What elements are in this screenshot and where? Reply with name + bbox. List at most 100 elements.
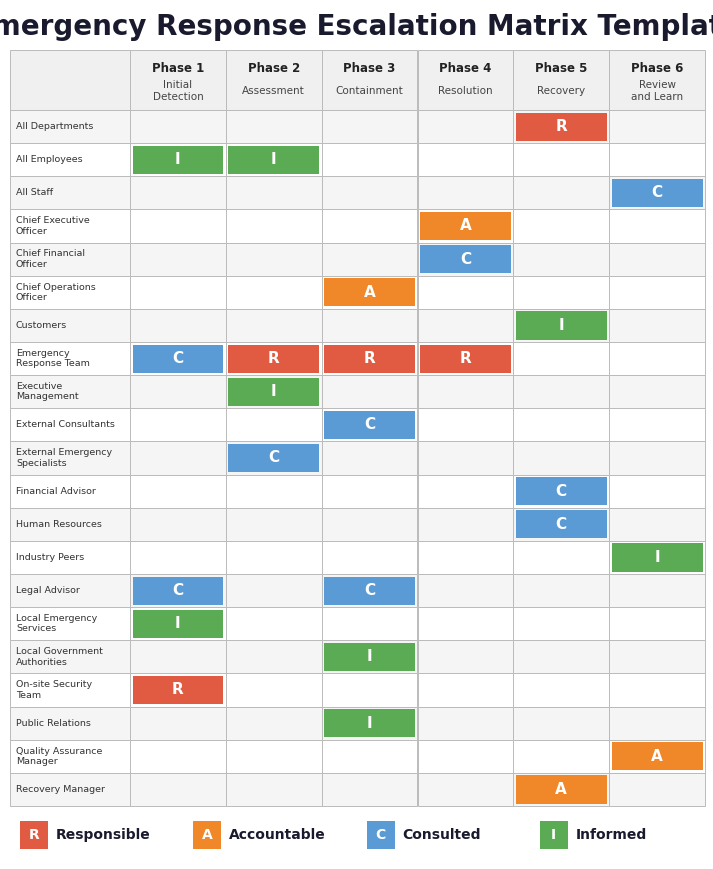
Bar	[322, 441, 418, 474]
Text: Financial Advisor: Financial Advisor	[16, 487, 96, 495]
Bar	[130, 375, 226, 408]
Bar	[10, 640, 130, 673]
Bar	[322, 640, 418, 673]
Bar	[193, 821, 221, 849]
Bar	[418, 640, 513, 673]
Bar	[130, 143, 226, 176]
Bar	[515, 775, 607, 804]
Bar	[10, 541, 130, 574]
Bar	[513, 50, 609, 110]
Bar	[324, 643, 415, 671]
Bar	[226, 541, 322, 574]
Bar	[609, 541, 705, 574]
Bar	[130, 706, 226, 740]
Text: Chief Executive
Officer: Chief Executive Officer	[16, 216, 90, 235]
Bar	[10, 607, 130, 640]
Bar	[418, 574, 513, 607]
Bar	[609, 242, 705, 275]
Bar	[609, 706, 705, 740]
Bar	[324, 576, 415, 605]
Bar	[226, 474, 322, 507]
Bar	[418, 143, 513, 176]
Bar	[609, 574, 705, 607]
Bar	[130, 50, 226, 110]
Bar	[133, 676, 223, 704]
Bar	[10, 143, 130, 176]
Bar	[226, 706, 322, 740]
Text: Resolution: Resolution	[438, 86, 493, 96]
Bar	[322, 541, 418, 574]
Text: Human Resources: Human Resources	[16, 520, 102, 528]
Text: I: I	[271, 152, 277, 167]
Bar	[513, 209, 609, 242]
Text: External Emergency
Specialists: External Emergency Specialists	[16, 448, 112, 468]
Bar	[420, 245, 511, 273]
Bar	[130, 176, 226, 209]
Text: C: C	[652, 185, 662, 201]
Text: Assessment: Assessment	[242, 86, 305, 96]
Bar	[609, 375, 705, 408]
Bar	[130, 110, 226, 143]
Bar	[418, 342, 513, 375]
Bar	[418, 607, 513, 640]
Bar	[609, 408, 705, 441]
Bar	[609, 209, 705, 242]
Text: Containment: Containment	[336, 86, 404, 96]
Bar	[609, 441, 705, 474]
Bar	[322, 574, 418, 607]
Text: Phase 6: Phase 6	[631, 62, 683, 75]
Bar	[609, 308, 705, 342]
Bar	[513, 474, 609, 507]
Bar	[322, 375, 418, 408]
Bar	[324, 344, 415, 373]
Bar	[226, 342, 322, 375]
Bar	[20, 821, 48, 849]
Text: I: I	[655, 550, 660, 565]
Bar	[226, 375, 322, 408]
Bar	[418, 408, 513, 441]
Text: Initial
Detection: Initial Detection	[153, 80, 203, 102]
Bar	[226, 408, 322, 441]
Bar	[133, 146, 223, 174]
Bar	[418, 541, 513, 574]
Bar	[513, 507, 609, 541]
Bar	[366, 821, 394, 849]
Bar	[133, 344, 223, 373]
Bar	[418, 474, 513, 507]
Bar	[226, 110, 322, 143]
Bar	[515, 477, 607, 505]
Bar	[322, 342, 418, 375]
Bar	[322, 209, 418, 242]
Text: C: C	[173, 351, 183, 366]
Bar	[226, 574, 322, 607]
Bar	[130, 275, 226, 308]
Bar	[130, 408, 226, 441]
Bar	[609, 773, 705, 806]
Bar	[418, 706, 513, 740]
Bar	[10, 507, 130, 541]
Bar	[228, 146, 319, 174]
Text: Informed: Informed	[576, 828, 647, 842]
Bar	[513, 342, 609, 375]
Text: C: C	[268, 450, 279, 466]
Text: Consulted: Consulted	[403, 828, 481, 842]
Bar	[513, 176, 609, 209]
Bar	[10, 706, 130, 740]
Bar	[130, 441, 226, 474]
Bar	[418, 308, 513, 342]
Bar	[540, 821, 568, 849]
Bar	[322, 706, 418, 740]
Bar	[130, 342, 226, 375]
Bar	[609, 176, 705, 209]
Bar	[418, 50, 513, 110]
Text: Industry Peers: Industry Peers	[16, 553, 84, 562]
Bar	[130, 209, 226, 242]
Bar	[513, 640, 609, 673]
Bar	[130, 242, 226, 275]
Bar	[513, 607, 609, 640]
Text: A: A	[364, 285, 376, 300]
Bar	[513, 574, 609, 607]
Text: All Departments: All Departments	[16, 122, 93, 131]
Bar	[10, 441, 130, 474]
Text: I: I	[366, 649, 372, 665]
